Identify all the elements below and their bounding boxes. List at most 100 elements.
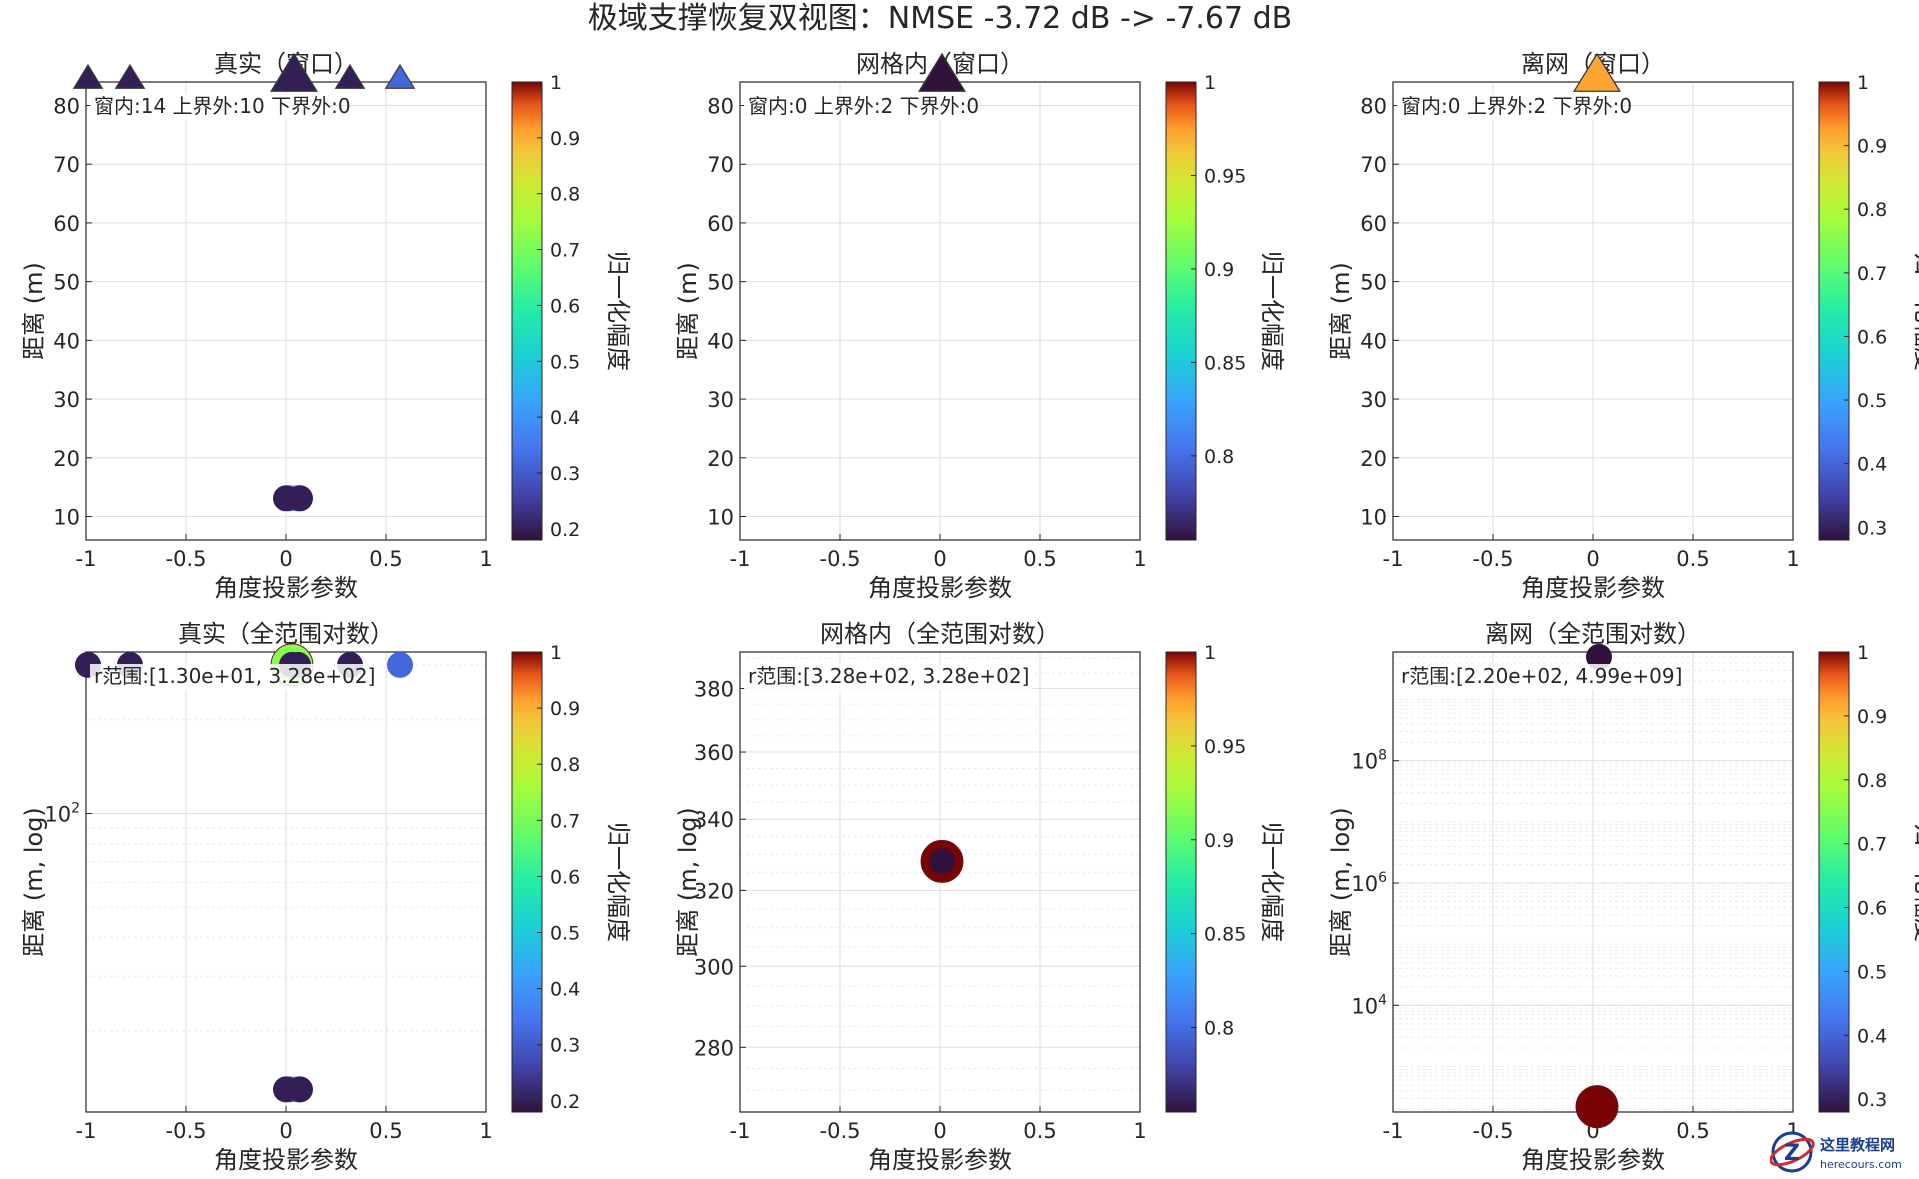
x-axis-label: 角度投影参数 — [868, 574, 1012, 602]
y-tick-label: 104 — [1351, 992, 1387, 1018]
colorbar-tick-label: 0.8 — [1204, 1018, 1234, 1040]
data-point-triangle — [918, 52, 966, 92]
data-point-circle — [929, 848, 955, 875]
y-tick-label: 20 — [1360, 447, 1387, 471]
annotation-text: 窗内:0 上界外:2 下界外:0 — [1401, 94, 1632, 118]
x-tick-label: -1 — [76, 1119, 97, 1143]
annotation-text: r范围:[3.28e+02, 3.28e+02] — [748, 664, 1029, 688]
watermark-url: herecours.com — [1820, 1158, 1902, 1171]
y-tick-label: 50 — [1360, 271, 1387, 295]
data-point-triangle — [334, 63, 366, 89]
x-tick-label: 1 — [1786, 547, 1799, 571]
y-tick-label: 60 — [1360, 212, 1387, 236]
y-tick-label: 40 — [1360, 329, 1387, 353]
colorbar-tick-label: 1 — [1204, 642, 1216, 664]
colorbar-tick-label: 0.7 — [1857, 263, 1887, 285]
y-tick-label: 30 — [1360, 388, 1387, 412]
y-tick-label: 30 — [53, 388, 80, 412]
figure-title: 极域支撑恢复双视图：NMSE -3.72 dB -> -7.67 dB — [588, 1, 1292, 36]
y-tick-label: 380 — [694, 678, 734, 702]
colorbar — [1165, 81, 1197, 541]
y-tick-label: 30 — [707, 388, 734, 412]
colorbar-tick-label: 1 — [1204, 72, 1216, 94]
annotation-text: 窗内:14 上界外:10 下界外:0 — [94, 94, 351, 118]
data-point-triangle — [270, 52, 318, 92]
colorbar-tick-label: 0.5 — [550, 922, 580, 944]
y-axis-label: 距离 (m) — [674, 262, 702, 360]
colorbar-label: 归一化幅度 — [1258, 251, 1286, 371]
colorbar-tick-label: 0.8 — [1204, 446, 1234, 468]
watermark-z-glyph: Z — [1784, 1141, 1800, 1166]
colorbar-tick-label: 0.85 — [1204, 352, 1246, 374]
colorbar-tick-label: 1 — [1857, 642, 1869, 664]
annotation-text: r范围:[2.20e+02, 4.99e+09] — [1401, 664, 1682, 688]
y-tick-label: 70 — [707, 153, 734, 177]
y-tick-label: 106 — [1351, 870, 1387, 896]
watermark-swoosh-icon — [1770, 1137, 1815, 1167]
x-tick-label: 0 — [279, 547, 292, 571]
x-tick-label: -0.5 — [1473, 1119, 1514, 1143]
x-tick-label: 0 — [933, 547, 946, 571]
y-tick-label: 300 — [694, 955, 734, 979]
colorbar-tick-label: 0.3 — [1857, 517, 1887, 539]
x-axis-label: 角度投影参数 — [1521, 1146, 1665, 1174]
colorbar — [511, 81, 543, 541]
y-tick-label: 60 — [707, 212, 734, 236]
watermark-name: 这里教程网 — [1820, 1136, 1895, 1154]
colorbar-tick-label: 0.6 — [1857, 898, 1887, 920]
colorbar-tick-label: 0.3 — [550, 463, 580, 485]
y-tick-label: 20 — [707, 447, 734, 471]
x-tick-label: -1 — [76, 547, 97, 571]
colorbar-tick-label: 0.7 — [1857, 834, 1887, 856]
annotation-background — [1397, 94, 1613, 120]
colorbar-tick-label: 0.85 — [1204, 924, 1246, 946]
colorbar-tick-label: 0.4 — [1857, 454, 1887, 476]
colorbar-tick-label: 0.9 — [1204, 830, 1234, 852]
colorbar-tick-label: 0.95 — [1204, 736, 1246, 758]
y-tick-label: 102 — [44, 800, 80, 826]
watermark-logo-icon — [1771, 1131, 1813, 1173]
y-axis-label: 距离 (m) — [1327, 262, 1355, 360]
y-tick-label: 108 — [1351, 748, 1387, 774]
annotation-background — [744, 94, 960, 120]
colorbar-tick-label: 0.9 — [550, 128, 580, 150]
colorbar-label: 归一化幅度 — [1911, 822, 1919, 942]
panel-title: 真实（全范围对数） — [178, 620, 394, 648]
y-tick-label: 50 — [53, 271, 80, 295]
colorbar-tick-label: 0.8 — [550, 754, 580, 776]
data-point-triangle — [1573, 52, 1621, 92]
x-tick-label: 0 — [933, 1119, 946, 1143]
y-tick-label: 20 — [53, 447, 80, 471]
data-point-circle — [387, 651, 413, 678]
annotation-text: r范围:[1.30e+01, 3.28e+02] — [94, 664, 375, 688]
y-tick-label: 360 — [694, 741, 734, 765]
colorbar-tick-label: 0.5 — [550, 351, 580, 373]
x-tick-label: 1 — [479, 547, 492, 571]
colorbar-tick-label: 0.9 — [1204, 259, 1234, 281]
x-tick-label: -1 — [730, 1119, 751, 1143]
x-tick-label: 0.5 — [1023, 547, 1056, 571]
y-tick-label: 80 — [1360, 94, 1387, 118]
annotation-background — [744, 664, 1032, 690]
colorbar — [1818, 651, 1850, 1113]
x-tick-label: -1 — [1383, 1119, 1404, 1143]
y-tick-label: 80 — [53, 94, 80, 118]
y-tick-label: 50 — [707, 271, 734, 295]
annotation-text: 窗内:0 上界外:2 下界外:0 — [748, 94, 979, 118]
x-tick-label: -0.5 — [1473, 547, 1514, 571]
y-tick-label: 60 — [53, 212, 80, 236]
y-axis-label: 距离 (m, log) — [1327, 807, 1355, 957]
y-tick-label: 70 — [1360, 153, 1387, 177]
chart-panel-4: -1 -0.5 0 0.5 1 102 角度投影参数 距离 (m, log) 真实（全范围对数）… — [20, 620, 632, 1174]
x-tick-label: 1 — [1133, 1119, 1146, 1143]
colorbar-label: 归一化幅度 — [604, 251, 632, 371]
x-tick-label: -0.5 — [166, 547, 207, 571]
x-axis-label: 角度投影参数 — [1521, 574, 1665, 602]
colorbar-tick-label: 0.6 — [550, 295, 580, 317]
y-axis-label: 距离 (m, log) — [674, 807, 702, 957]
colorbar-tick-label: 0.7 — [550, 240, 580, 262]
